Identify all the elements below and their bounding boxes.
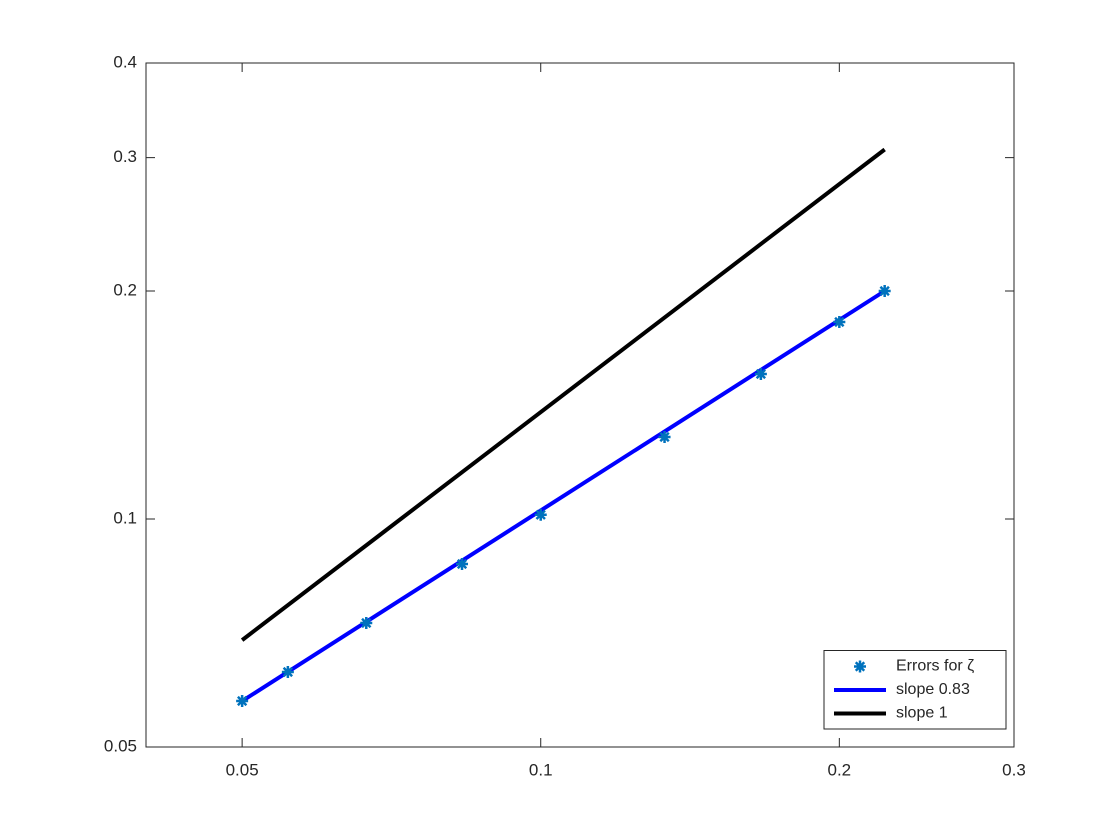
legend-label: slope 0.83 [896, 681, 970, 698]
legend-label: Errors for ζ [896, 658, 974, 675]
y-tick-label: 0.05 [104, 736, 137, 755]
x-tick-label: 0.1 [529, 760, 553, 779]
data-point [878, 285, 891, 297]
x-tick-label: 0.3 [1002, 760, 1026, 779]
data-point [833, 316, 846, 329]
x-tick-label: 0.2 [828, 760, 852, 779]
series-line [240, 147, 886, 642]
data-point [281, 666, 294, 679]
plot-area [145, 62, 1015, 748]
data-point [534, 508, 547, 521]
data-point [754, 367, 767, 380]
data-point [236, 695, 249, 708]
y-tick-label: 0.3 [113, 147, 137, 166]
y-tick-label: 0.1 [113, 508, 137, 527]
y-tick-label: 0.2 [113, 280, 137, 299]
series-line [241, 289, 886, 703]
data-point [658, 431, 671, 444]
x-tick-label: 0.05 [226, 760, 259, 779]
legend: Errors for ζ slope 0.83 slope 1 [823, 650, 1007, 730]
legend-marker [854, 660, 866, 673]
data-point [456, 558, 469, 571]
data-point [360, 616, 373, 629]
y-tick-label: 0.4 [113, 52, 137, 71]
legend-label: slope 1 [896, 705, 948, 722]
